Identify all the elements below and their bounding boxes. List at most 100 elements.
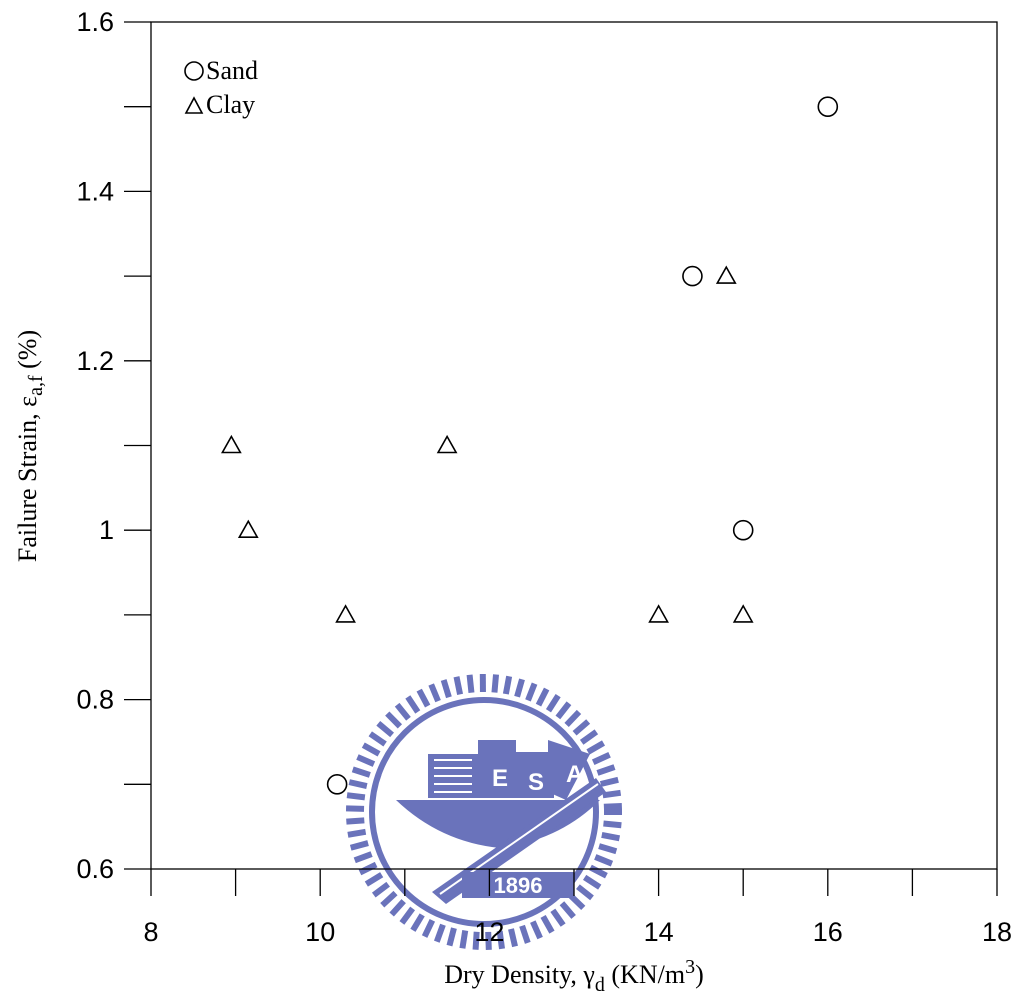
seal-notch — [502, 675, 513, 695]
seal-notch — [550, 908, 566, 927]
seal-notch — [385, 711, 403, 729]
seal-notch — [485, 931, 492, 951]
seal-notch — [368, 731, 387, 747]
clay-point — [436, 434, 458, 454]
y-axis: 0.6 0.8 1 1.2 1.4 1.6 — [76, 7, 151, 884]
seal-notch — [555, 701, 572, 720]
seal-notch — [347, 828, 367, 838]
seal-notch — [356, 754, 376, 767]
seal-notch — [525, 682, 538, 702]
sand-point — [817, 96, 839, 117]
x-tick-label: 16 — [813, 917, 843, 947]
seal-notch — [576, 884, 594, 901]
data-points — [221, 96, 839, 795]
seal-notch — [466, 674, 475, 693]
seal-notch — [349, 840, 369, 851]
seal-notch — [572, 719, 591, 736]
seal-notch — [380, 890, 398, 908]
clay-point — [715, 265, 737, 284]
seal-notch — [440, 679, 452, 699]
sand-point — [732, 519, 754, 541]
seal-notch — [361, 742, 381, 757]
seal-year-plate — [462, 872, 574, 898]
seal-notch — [353, 851, 373, 864]
x-tick-label: 8 — [143, 917, 158, 947]
x-tick-label: 12 — [474, 917, 504, 947]
seal-notch — [428, 683, 441, 703]
seal-notch — [594, 854, 614, 867]
seal-notch — [459, 930, 469, 949]
seal-letter: S — [528, 769, 544, 796]
seal-block-a — [548, 740, 590, 800]
seal-notch — [405, 695, 421, 714]
seal-notch — [601, 831, 621, 842]
seal-notch — [346, 792, 366, 801]
seal-notch — [394, 702, 411, 721]
seal-ring — [369, 697, 599, 927]
seal-notch — [491, 674, 500, 693]
y-tick-label: 1.6 — [76, 7, 114, 37]
seal-notch — [364, 872, 384, 887]
seal-notch — [421, 919, 436, 938]
seal-notch — [389, 899, 406, 917]
legend-sand-marker — [184, 61, 204, 81]
clay-point — [732, 604, 754, 623]
y-tick-label: 0.8 — [76, 685, 114, 715]
university-seal-watermark: E S A 1896 — [345, 673, 622, 951]
x-tick-label: 18 — [982, 917, 1012, 947]
clay-point — [335, 604, 356, 623]
seal-notch — [433, 923, 446, 943]
seal-notch — [446, 927, 457, 947]
sand-point — [326, 773, 348, 795]
seal-notch — [410, 913, 425, 932]
legend-clay-marker — [184, 96, 204, 114]
y-tick-label: 1 — [99, 515, 114, 545]
seal-letter: E — [492, 765, 508, 792]
seal-notch — [508, 928, 518, 948]
x-tick-label: 10 — [305, 917, 335, 947]
seal-notch — [348, 779, 368, 789]
seal-year: 1896 — [494, 873, 543, 898]
seal-notch — [399, 906, 416, 925]
x-axis: 8 10 12 14 16 18 — [143, 869, 1012, 947]
x-axis-title: Dry Density, γd (KN/m3) — [444, 956, 703, 996]
sand-point — [682, 265, 703, 287]
seal-notch — [514, 678, 525, 698]
seal-notch — [416, 688, 431, 708]
seal-notch — [351, 766, 371, 778]
seal-letter: A — [566, 761, 583, 788]
seal-block-e — [478, 740, 516, 798]
seal-notch — [540, 914, 555, 934]
seal-notch — [371, 881, 390, 898]
seal-notch — [599, 776, 619, 787]
clay-point — [221, 434, 242, 454]
seal-notch — [583, 874, 602, 890]
seal-notch — [586, 740, 606, 755]
legend-sand-label: Sand — [206, 56, 258, 85]
y-tick-label: 1.2 — [76, 346, 114, 376]
seal-notch — [472, 931, 480, 950]
seal-notch — [519, 924, 531, 944]
clay-point — [648, 604, 669, 623]
x-tick-label: 14 — [644, 917, 674, 947]
seal-notch — [545, 694, 561, 713]
seal-notch — [596, 764, 616, 776]
seal-notch — [603, 820, 622, 829]
seal-notch — [559, 901, 576, 919]
clay-point — [237, 519, 259, 538]
seal-notch — [603, 802, 622, 810]
seal-notch — [579, 729, 599, 745]
seal-block-s — [516, 752, 554, 798]
y-tick-label: 1.4 — [76, 176, 114, 206]
seal-notch — [591, 752, 611, 765]
legend: Sand Clay — [184, 56, 258, 119]
seal-notch — [376, 720, 395, 738]
seal-notch — [598, 843, 618, 855]
legend-clay-label: Clay — [206, 90, 255, 119]
seal-notch — [564, 709, 582, 728]
y-axis-title: Failure Strain, εa,f (%) — [13, 330, 47, 562]
seal-notch — [602, 789, 622, 799]
seal-notch — [530, 920, 543, 940]
seal-notch — [453, 676, 464, 696]
